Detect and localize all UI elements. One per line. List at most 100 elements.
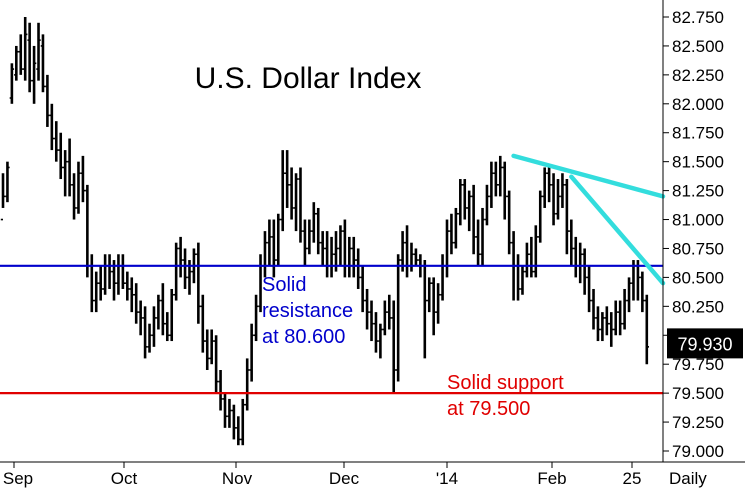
x-tick-label: 25	[623, 469, 642, 488]
price-bar	[249, 323, 254, 382]
price-bar	[609, 312, 614, 347]
price-bar	[595, 306, 601, 342]
price-bar	[435, 283, 441, 324]
price-bar	[40, 34, 46, 93]
price-bar	[364, 288, 370, 330]
price-bar	[76, 161, 81, 214]
price-bar	[382, 300, 388, 336]
price-bar	[5, 161, 10, 203]
y-tick-label: 80.500	[672, 268, 724, 287]
price-bar	[555, 179, 561, 220]
price-bar	[31, 45, 37, 104]
resistance-label: resistance	[262, 300, 353, 322]
price-bar	[284, 150, 290, 208]
price-bar	[524, 242, 530, 278]
price-bar	[27, 22, 32, 93]
price-bar	[0, 173, 6, 221]
y-tick-label: 80.250	[672, 297, 724, 316]
price-bar	[45, 74, 50, 127]
price-bar	[604, 306, 610, 336]
price-bar	[276, 213, 281, 266]
price-bar	[80, 155, 86, 203]
price-bar	[147, 323, 152, 353]
price-bar	[546, 167, 552, 203]
price-bar	[134, 283, 139, 324]
price-bar	[289, 167, 294, 220]
y-tick-label: 81.750	[672, 124, 724, 143]
price-bar	[205, 329, 210, 370]
price-bar	[338, 225, 343, 266]
x-tick-label: Sep	[3, 469, 33, 488]
price-bar	[493, 161, 499, 197]
trendline	[569, 174, 666, 286]
price-bar	[351, 236, 356, 278]
price-bar	[253, 294, 259, 342]
price-bar	[453, 207, 459, 249]
price-bar	[125, 271, 130, 301]
y-tick-label: 79.250	[672, 413, 724, 432]
price-bar	[564, 179, 570, 255]
last-price-box	[667, 328, 743, 359]
price-bar	[622, 288, 627, 330]
resistance-label: at 80.600	[262, 326, 345, 348]
price-bar	[320, 231, 325, 266]
x-tick-label: Oct	[111, 469, 138, 488]
y-tick-label: 81.000	[672, 211, 724, 230]
price-bar	[551, 173, 556, 226]
y-tick-label: 79.000	[672, 442, 724, 461]
price-bar	[280, 150, 285, 232]
price-bar	[582, 248, 587, 295]
price-bar	[591, 288, 596, 330]
y-axis: 79.00079.25079.50079.75080.00080.25080.5…	[663, 8, 724, 461]
price-bar	[240, 398, 245, 446]
price-bar	[67, 138, 72, 197]
price-bar	[222, 393, 228, 428]
price-bar	[538, 190, 543, 243]
price-bar	[431, 277, 436, 336]
price-bar	[271, 219, 277, 278]
x-tick-label: Nov	[222, 469, 253, 488]
price-bar	[196, 242, 201, 324]
x-axis: Sep Oct Nov Dec '14 Feb 25 Daily	[3, 462, 707, 488]
price-bar	[560, 173, 565, 208]
price-bar	[58, 132, 63, 180]
price-bar	[489, 161, 494, 208]
price-bar	[245, 358, 250, 411]
trend-lines	[511, 153, 666, 286]
price-bar	[644, 294, 649, 365]
price-bar	[156, 294, 161, 330]
price-bar	[302, 219, 308, 266]
price-bar	[369, 300, 374, 342]
price-bar	[316, 207, 321, 255]
price-bar	[373, 312, 379, 353]
price-bar	[98, 265, 103, 301]
price-bar	[529, 236, 534, 278]
price-bar	[14, 45, 19, 81]
price-bar	[356, 248, 361, 289]
price-bar	[626, 277, 632, 313]
price-bar	[267, 219, 272, 266]
price-bar	[293, 173, 299, 232]
price-bar	[169, 288, 174, 342]
y-tick-label: 81.250	[672, 182, 724, 201]
chart-title: U.S. Dollar Index	[195, 62, 422, 95]
level-lines	[0, 264, 663, 395]
price-bar	[640, 271, 645, 313]
y-tick-label: 81.500	[672, 153, 724, 172]
price-bar	[129, 277, 134, 313]
price-bar	[533, 225, 538, 278]
price-bar	[413, 248, 419, 266]
frequency-label: Daily	[669, 469, 707, 488]
price-bar	[71, 173, 77, 220]
price-bar	[18, 34, 23, 75]
price-bar	[462, 179, 467, 220]
y-tick-label: 82.500	[672, 37, 724, 56]
price-bar	[427, 277, 432, 313]
resistance-label: Solid	[262, 274, 306, 296]
y-tick-label: 82.000	[672, 95, 724, 114]
y-tick-label: 79.500	[672, 384, 724, 403]
price-bar	[165, 312, 170, 342]
price-bar	[36, 22, 41, 81]
